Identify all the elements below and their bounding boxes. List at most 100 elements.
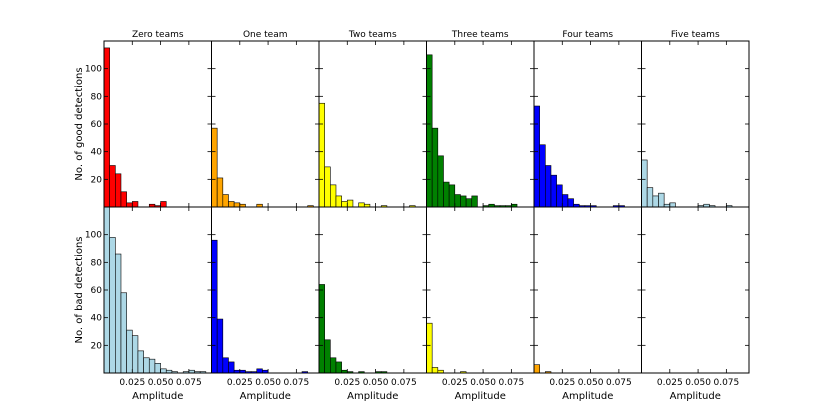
xtick-label-col4-1: 0.050 <box>578 378 604 388</box>
column-title-1: One team <box>243 30 288 40</box>
bar-panel-7-bin-0 <box>211 239 218 374</box>
bar-panel-4-bin-2 <box>545 165 552 208</box>
bar-panel-2-bin-3 <box>335 195 342 208</box>
xtick-label-col2-1: 0.050 <box>363 378 389 388</box>
bar-panel-0-bin-10 <box>160 201 167 208</box>
bar-panel-4-bin-4 <box>556 184 563 208</box>
bar-panel-1-bin-4 <box>233 202 241 208</box>
bar-panel-0-bin-3 <box>120 191 127 208</box>
bar-panel-7-bin-1 <box>216 318 224 374</box>
bar-panel-2-bin-0 <box>318 102 325 208</box>
bar-panel-0-bin-1 <box>109 165 116 208</box>
panel-frame-r1-c1 <box>211 206 320 374</box>
xtick-label-col0-1: 0.050 <box>148 378 174 388</box>
bar-panel-5-bin-2 <box>652 195 659 208</box>
bar-panel-7-bin-3 <box>228 361 235 374</box>
bar-panel-6-bin-6 <box>137 350 144 374</box>
bar-panel-4-bin-0 <box>533 105 540 208</box>
panel-frame-r0-c2 <box>318 40 427 208</box>
bar-panel-2-bin-4 <box>341 201 348 208</box>
bar-panel-4-bin-1 <box>539 144 546 208</box>
bar-panel-1-bin-1 <box>216 177 224 208</box>
bar-panel-0-bin-4 <box>126 202 133 208</box>
bar-panel-6-bin-4 <box>126 329 133 374</box>
bar-panel-5-bin-1 <box>646 187 654 208</box>
bar-panel-2-bin-1 <box>324 166 331 208</box>
bar-panel-1-bin-0 <box>211 127 218 208</box>
ytick-label-row0-1: 40 <box>91 148 103 158</box>
bar-panel-6-bin-3 <box>120 292 127 374</box>
bar-panel-1-bin-2 <box>222 194 229 208</box>
bar-panel-6-bin-9 <box>154 363 161 374</box>
bar-panel-7-bin-8 <box>256 368 263 374</box>
xtick-label-col5-0: 0.025 <box>657 378 683 388</box>
ytick-label-row1-4: 100 <box>85 231 102 241</box>
panel-frame-r1-c5 <box>641 206 750 374</box>
xtick-label-col5-1: 0.050 <box>685 378 711 388</box>
bar-panel-3-bin-7 <box>465 198 473 208</box>
bar-panel-5-bin-0 <box>641 159 648 208</box>
bar-panel-7-bin-2 <box>222 357 229 374</box>
xtick-label-col1-0: 0.025 <box>227 378 253 388</box>
bar-panel-8-bin-1 <box>324 339 331 374</box>
bar-panel-0-bin-2 <box>115 173 122 208</box>
bar-panel-3-bin-6 <box>460 195 467 208</box>
bar-panel-6-bin-1 <box>109 237 116 374</box>
x-axis-label-col5: Amplitude <box>670 391 721 402</box>
bar-panel-4-bin-3 <box>550 174 557 208</box>
x-axis-label-col1: Amplitude <box>240 391 291 402</box>
bar-panel-3-bin-1 <box>431 127 439 208</box>
ytick-label-row0-3: 80 <box>91 92 103 102</box>
bar-panel-3-bin-0 <box>426 54 433 208</box>
ytick-label-row1-1: 40 <box>91 314 103 324</box>
column-title-3: Three teams <box>451 30 509 40</box>
bar-panel-3-bin-5 <box>454 194 461 208</box>
bar-panel-2-bin-7 <box>358 202 365 208</box>
bar-panel-5-bin-5 <box>669 202 676 208</box>
xtick-label-col0-2: 0.075 <box>176 378 202 388</box>
bar-panel-4-bin-5 <box>561 194 569 208</box>
bar-panel-9-bin-1 <box>431 367 439 374</box>
column-title-4: Four teams <box>562 30 613 40</box>
column-title-5: Five teams <box>671 30 720 40</box>
xtick-label-col3-2: 0.075 <box>498 378 524 388</box>
x-axis-label-col0: Amplitude <box>132 391 183 402</box>
ytick-label-row1-0: 20 <box>91 341 103 351</box>
bar-panel-1-bin-3 <box>228 201 235 208</box>
panel-frame-r1-c3 <box>426 206 535 374</box>
xtick-label-col3-1: 0.050 <box>470 378 496 388</box>
ytick-label-row1-3: 80 <box>91 258 103 268</box>
bar-panel-4-bin-6 <box>567 198 574 208</box>
bar-panel-5-bin-3 <box>658 192 665 208</box>
column-title-2: Two teams <box>348 30 397 40</box>
bar-panel-8-bin-0 <box>318 284 325 374</box>
x-axis-label-col4: Amplitude <box>562 391 613 402</box>
bar-panel-8-bin-2 <box>330 357 337 374</box>
bar-panel-2-bin-5 <box>346 199 354 208</box>
panel-frame-r0-c1 <box>211 40 320 208</box>
xtick-label-col4-2: 0.075 <box>606 378 632 388</box>
bar-panel-6-bin-10 <box>160 368 167 374</box>
xtick-label-col2-2: 0.075 <box>391 378 417 388</box>
bar-panel-3-bin-3 <box>443 181 450 208</box>
y-axis-label-row0: No. of good detections <box>74 67 85 180</box>
xtick-label-col1-2: 0.075 <box>283 378 309 388</box>
xtick-label-col2-0: 0.025 <box>334 378 360 388</box>
bar-panel-3-bin-2 <box>437 155 444 208</box>
panel-frame-r0-c5 <box>641 40 750 208</box>
bar-panel-6-bin-2 <box>115 253 122 374</box>
x-axis-label-col3: Amplitude <box>455 391 506 402</box>
bar-panel-2-bin-2 <box>330 184 337 208</box>
panel-frame-r1-c2 <box>318 206 427 374</box>
bar-panel-6-bin-5 <box>131 335 139 374</box>
xtick-label-col0-0: 0.025 <box>119 378 145 388</box>
bar-panel-6-bin-8 <box>148 358 156 374</box>
bar-panel-8-bin-3 <box>335 361 342 374</box>
ytick-label-row0-0: 20 <box>91 175 103 185</box>
xtick-label-col4-0: 0.025 <box>549 378 575 388</box>
x-axis-label-col2: Amplitude <box>347 391 398 402</box>
bar-panel-3-bin-8 <box>471 195 478 208</box>
ytick-label-row0-4: 100 <box>85 65 102 75</box>
